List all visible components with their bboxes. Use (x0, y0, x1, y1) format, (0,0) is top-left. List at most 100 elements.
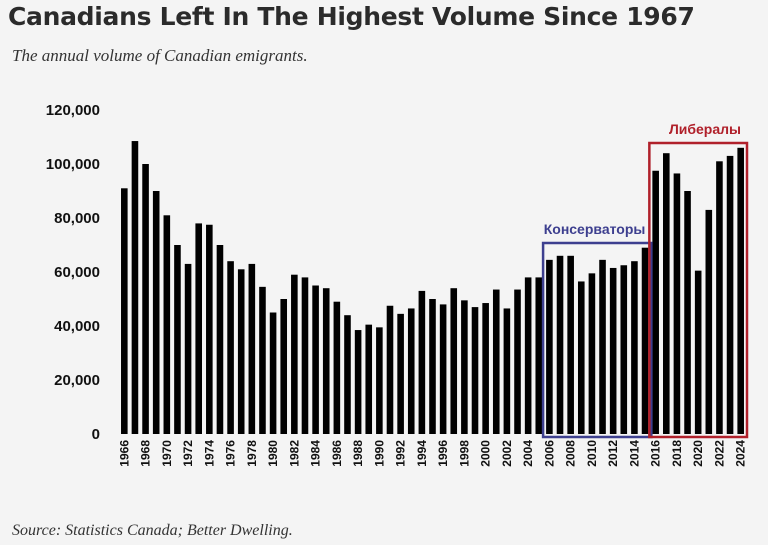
bar-2011 (599, 259, 606, 434)
x-tick-label: 2002 (500, 440, 514, 467)
bar-1969 (152, 191, 160, 434)
bar-2024 (737, 147, 744, 435)
bar-2000 (482, 303, 489, 434)
bar-1999 (471, 307, 479, 434)
bar-1976 (227, 261, 234, 434)
bar-2015 (641, 247, 649, 434)
y-tick-label: 80,000 (54, 210, 100, 227)
bar-1966 (121, 188, 128, 434)
x-tick-label: 1978 (245, 440, 259, 467)
bar-1978 (248, 263, 256, 434)
x-tick-label: 1998 (457, 440, 471, 467)
bar-1967 (131, 141, 139, 435)
y-tick-label: 100,000 (46, 156, 100, 173)
bar-2003 (514, 289, 521, 434)
bar-2012 (609, 267, 617, 434)
x-tick-label: 1976 (224, 440, 238, 467)
bar-1984 (312, 285, 319, 434)
bar-2022 (716, 161, 723, 435)
bar-2004 (524, 277, 532, 434)
bar-2019 (684, 191, 691, 434)
chart-title: Canadians Left In The Highest Volume Sin… (8, 2, 695, 31)
x-tick-label: 2008 (564, 440, 578, 467)
x-tick-label: 1966 (117, 440, 131, 467)
annotation-label: Консерваторы (544, 221, 646, 237)
x-tick-label: 2022 (712, 440, 726, 467)
bar-2013 (620, 265, 628, 434)
x-tick-label: 2024 (734, 440, 748, 467)
x-tick-label: 1968 (139, 440, 153, 467)
bar-1994 (418, 290, 426, 434)
bar-1998 (461, 300, 468, 434)
bar-1990 (376, 327, 383, 434)
annotation-box (541, 241, 653, 439)
x-tick-label: 1970 (160, 440, 174, 467)
y-axis: 0 20,000 40,000 60,000 80,000 100,000 120,000 (46, 102, 100, 443)
x-tick-label: 2010 (585, 440, 599, 467)
bar-1993 (407, 308, 415, 434)
bar-2008 (567, 255, 574, 434)
y-tick-label: 40,000 (54, 318, 100, 335)
bar-1974 (206, 224, 213, 434)
x-tick-label: 1982 (287, 440, 301, 467)
bar-2014 (631, 261, 638, 434)
bar-1968 (142, 164, 149, 434)
bar-2001 (492, 289, 500, 434)
x-tick-label: 1974 (202, 440, 216, 467)
bar-1970 (163, 215, 171, 434)
bar-1973 (195, 223, 202, 434)
bar-2002 (503, 308, 511, 434)
bar-2017 (663, 153, 670, 434)
x-tick-label: 1986 (330, 440, 344, 467)
bar-1985 (322, 288, 330, 434)
bar-1988 (354, 330, 362, 434)
bar-2021 (705, 209, 713, 434)
x-tick-label: 2014 (627, 440, 641, 467)
bar-2007 (556, 255, 564, 434)
bars (121, 141, 744, 435)
bar-1991 (386, 305, 394, 434)
bar-2006 (546, 259, 553, 434)
x-tick-label: 2012 (606, 440, 620, 467)
x-tick-label: 1992 (394, 440, 408, 467)
bar-1997 (450, 288, 458, 434)
x-tick-label: 2006 (542, 440, 556, 467)
x-tick-label: 1988 (351, 440, 365, 467)
bar-1987 (344, 315, 351, 434)
bar-1980 (269, 312, 277, 434)
annotation-box (648, 141, 749, 439)
bar-2016 (652, 170, 659, 434)
x-tick-label: 1990 (372, 440, 386, 467)
x-tick-label: 1996 (436, 440, 450, 467)
bar-2023 (726, 155, 734, 434)
x-tick-label: 2004 (521, 440, 535, 467)
bar-1982 (291, 274, 298, 434)
bar-1983 (301, 277, 309, 434)
y-tick-label: 120,000 (46, 102, 100, 119)
x-axis: 1966 1968 1970 1972 1974 1976 1978 1980 1982 1984… (117, 440, 747, 467)
bar-1975 (216, 245, 224, 434)
bar-1979 (259, 286, 266, 434)
x-tick-label: 1984 (309, 440, 323, 467)
y-tick-label: 60,000 (54, 264, 100, 281)
x-tick-label: 1972 (181, 440, 195, 467)
bar-1995 (429, 299, 436, 434)
x-tick-label: 1980 (266, 440, 280, 467)
y-tick-label: 20,000 (54, 372, 100, 389)
bar-2018 (673, 173, 681, 434)
x-tick-label: 2018 (670, 440, 684, 467)
bar-2005 (535, 277, 543, 434)
bar-1981 (280, 299, 288, 434)
annotation-label: Либералы (669, 121, 741, 137)
source-note: Source: Statistics Canada; Better Dwelli… (12, 522, 293, 539)
x-tick-label: 2016 (649, 440, 663, 467)
bar-2020 (694, 270, 702, 434)
bar-1996 (439, 304, 447, 434)
bar-2010 (588, 273, 596, 434)
y-tick-label: 0 (92, 426, 100, 443)
bar-2009 (577, 281, 585, 434)
bar-1972 (184, 263, 192, 434)
bar-1992 (397, 313, 404, 434)
x-tick-label: 2000 (479, 440, 493, 467)
bar-1971 (174, 245, 181, 434)
